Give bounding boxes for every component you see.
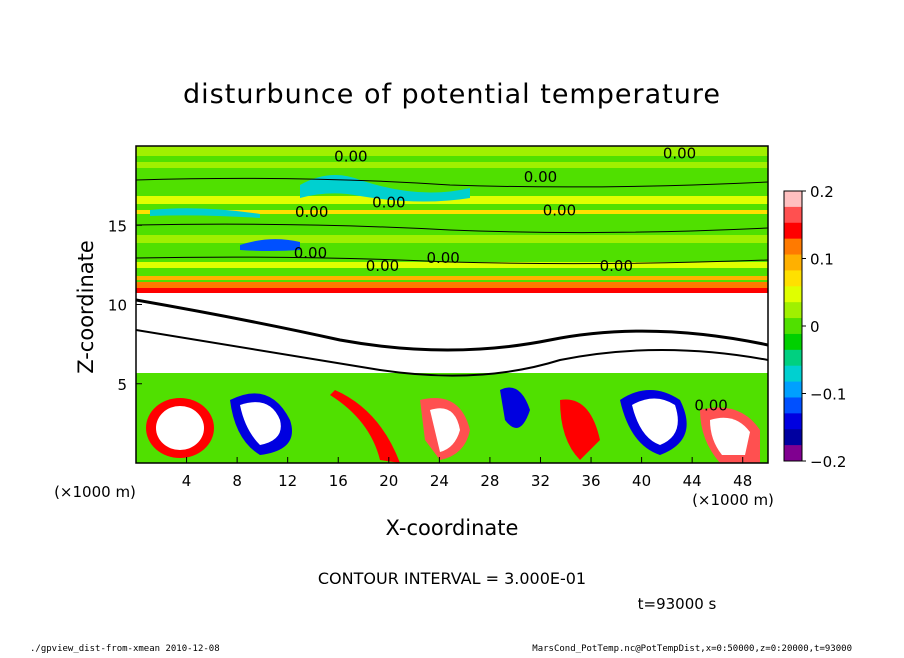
contour-label: 0.00 [334, 148, 367, 166]
colorbar-swatch [784, 445, 802, 462]
colorbar-tick-label: 0.1 [810, 251, 834, 269]
y-axis-label: Z-coordinate [74, 240, 98, 374]
x-tick-label: 20 [379, 472, 398, 490]
x-tick-label: 28 [480, 472, 499, 490]
colorbar-swatch [784, 381, 802, 398]
colorbar-swatch [784, 365, 802, 383]
x-axis-label: X-coordinate [386, 516, 519, 540]
chart-title: disturbunce of potential temperature [183, 79, 721, 110]
contour-label: 0.00 [543, 201, 576, 219]
contour-label: 0.00 [663, 144, 696, 162]
contour-label: 0.00 [426, 249, 459, 267]
x-tick-label: 40 [632, 472, 651, 490]
colorbar-swatch [784, 238, 802, 256]
y-axis-ticks: 5 10 15 [108, 217, 142, 394]
contour-labels: 0.00 0.00 0.00 0.00 0.00 0.00 0.00 0.00 0.00 0.00… [294, 144, 728, 414]
contour-label: 0.00 [694, 396, 727, 414]
contour-label: 0.00 [295, 203, 328, 221]
colorbar-swatch [784, 302, 802, 319]
y-unit-label: (×1000 m) [54, 483, 136, 501]
colorbar-swatch [784, 286, 802, 303]
contour-interval-text: CONTOUR INTERVAL = 3.000E-01 [318, 569, 586, 588]
heatmap-field [136, 146, 768, 463]
colorbar-swatch [784, 206, 802, 224]
colorbar-swatch [784, 429, 802, 446]
x-tick-label: 16 [329, 472, 348, 490]
colorbar-swatch [784, 349, 802, 367]
x-tick-label: 48 [733, 472, 752, 490]
colorbar-tick-label: 0.2 [810, 183, 834, 201]
colorbar-tick-label: −0.1 [810, 386, 846, 404]
x-unit-label: (×1000 m) [692, 491, 774, 509]
footer-right: MarsCond_PotTemp.nc@PotTempDist,x=0:5000… [532, 644, 852, 654]
y-tick-label: 15 [108, 217, 127, 235]
x-tick-label: 36 [581, 472, 600, 490]
colorbar-tick-label: 0 [810, 318, 820, 336]
colorbar-swatch [784, 397, 802, 414]
colorbar-swatch [784, 222, 802, 240]
contour-label: 0.00 [372, 193, 405, 211]
colorbar-swatch [784, 318, 802, 335]
x-tick-label: 12 [278, 472, 297, 490]
colorbar-tick-label: −0.2 [810, 453, 846, 471]
colorbar-swatch [784, 254, 802, 271]
x-tick-label: 32 [531, 472, 550, 490]
contour-label: 0.00 [294, 244, 327, 262]
x-axis-ticks: 4 8 12 16 20 24 28 32 36 40 44 48 [182, 457, 752, 490]
x-tick-label: 44 [683, 472, 702, 490]
x-tick-label: 24 [430, 472, 449, 490]
contour-label: 0.00 [524, 168, 557, 186]
colorbar-swatch [784, 413, 802, 430]
x-tick-label: 8 [232, 472, 242, 490]
footer-left: ./gpview_dist-from-xmean 2010-12-08 [30, 644, 220, 654]
contour-label: 0.00 [600, 257, 633, 275]
time-label: t=93000 s [638, 595, 717, 613]
y-tick-label: 5 [117, 376, 127, 394]
x-tick-label: 4 [182, 472, 192, 490]
contour-label: 0.00 [366, 257, 399, 275]
colorbar-swatch [784, 191, 802, 208]
y-tick-label: 10 [108, 297, 127, 315]
colorbar: 0.2 0.1 0 −0.1 −0.2 [783, 183, 846, 471]
colorbar-swatch [784, 270, 802, 287]
colorbar-swatch [784, 333, 802, 351]
